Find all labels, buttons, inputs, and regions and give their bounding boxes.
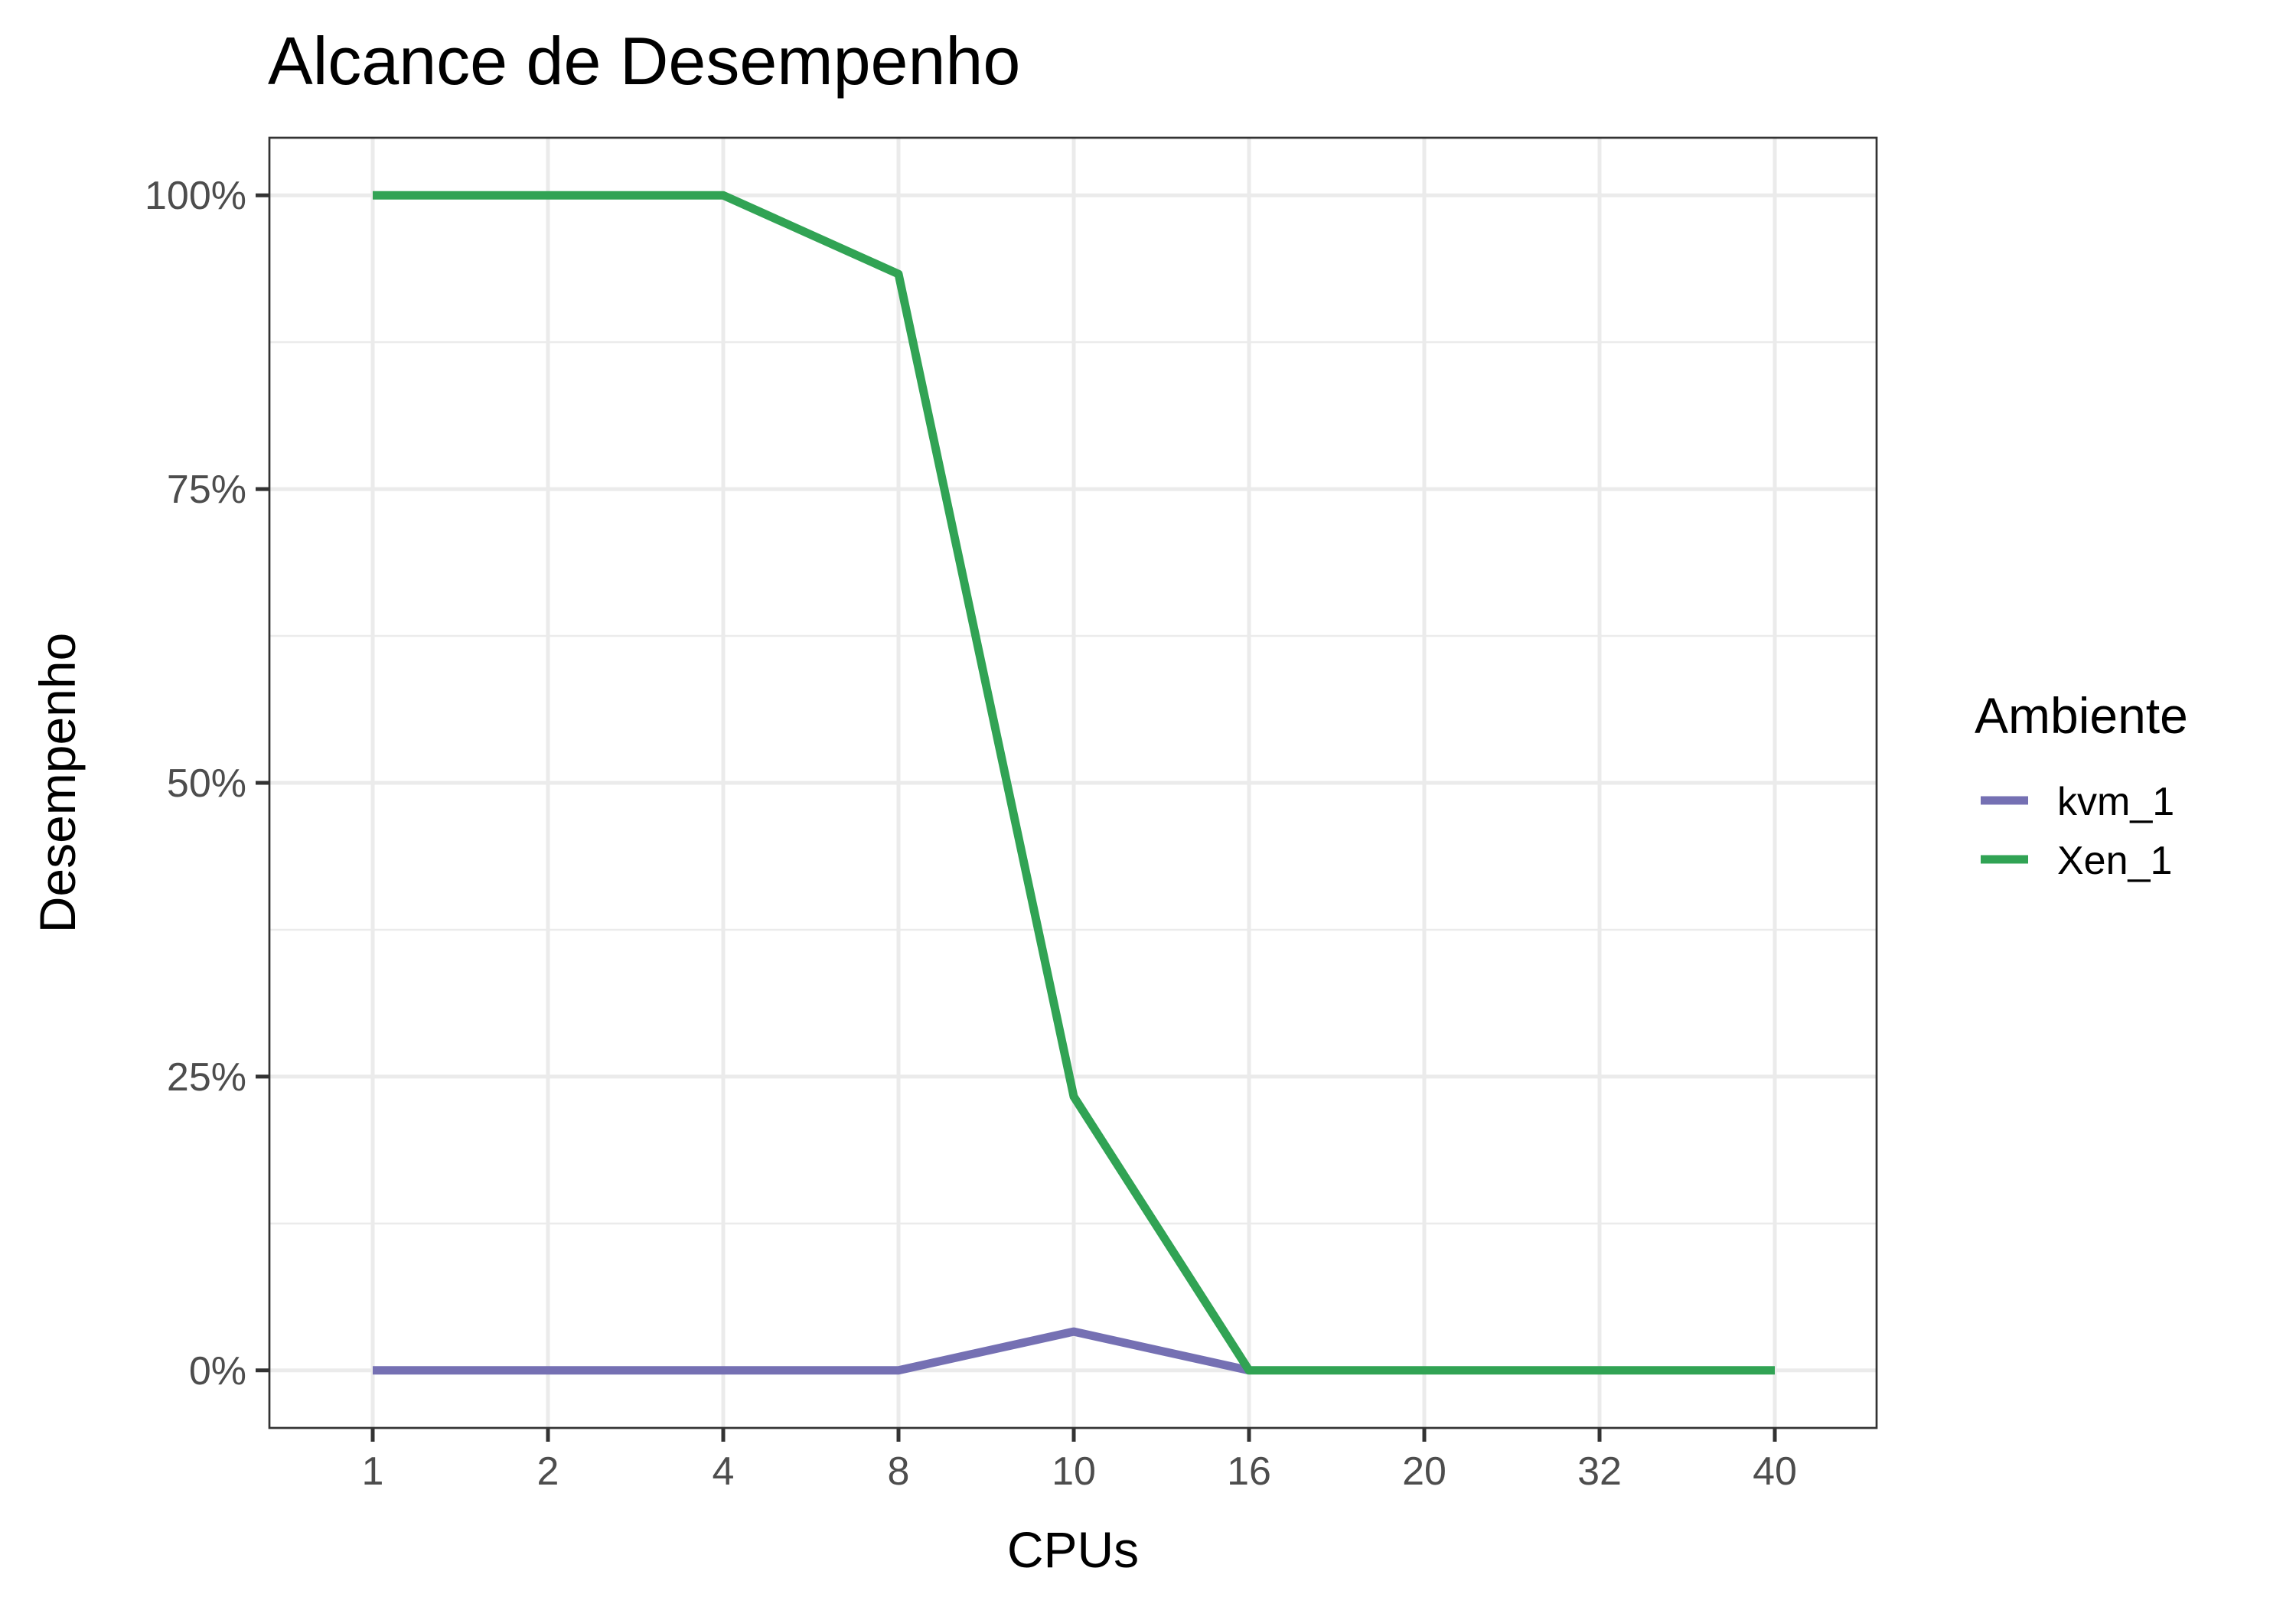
legend-label: kvm_1 xyxy=(2057,780,2174,824)
x-tick-label: 4 xyxy=(713,1449,735,1494)
y-tick-label: 100% xyxy=(145,174,246,218)
y-tick-label: 50% xyxy=(167,761,246,806)
x-tick-label: 10 xyxy=(1052,1449,1096,1494)
x-axis-title: CPUs xyxy=(1007,1521,1139,1578)
x-tick-label: 16 xyxy=(1227,1449,1271,1494)
chart-title: Alcance de Desempenho xyxy=(268,23,1020,99)
legend-title: Ambiente xyxy=(1975,687,2188,744)
axis-ticks: 0% 25% 50% 75% 100% 1 2 4 8 10 16 20 32 40 xyxy=(145,174,1797,1494)
series-lines xyxy=(373,191,1775,1375)
y-tick-label: 75% xyxy=(167,468,246,512)
legend: Ambiente kvm_1 Xen_1 xyxy=(1975,687,2188,883)
y-axis-title: Desempenho xyxy=(29,633,86,934)
y-tick-label: 25% xyxy=(167,1055,246,1100)
y-tick-label: 0% xyxy=(189,1349,246,1393)
grid xyxy=(269,138,1877,1428)
series-line-kvm-1 xyxy=(373,1327,1251,1375)
legend-label: Xen_1 xyxy=(2057,839,2172,883)
x-tick-label: 1 xyxy=(362,1449,384,1494)
series-line-xen-1 xyxy=(373,191,1775,1375)
x-tick-label: 40 xyxy=(1753,1449,1797,1494)
x-tick-label: 32 xyxy=(1577,1449,1622,1494)
x-tick-label: 20 xyxy=(1402,1449,1446,1494)
x-tick-label: 2 xyxy=(537,1449,559,1494)
x-tick-label: 8 xyxy=(888,1449,910,1494)
